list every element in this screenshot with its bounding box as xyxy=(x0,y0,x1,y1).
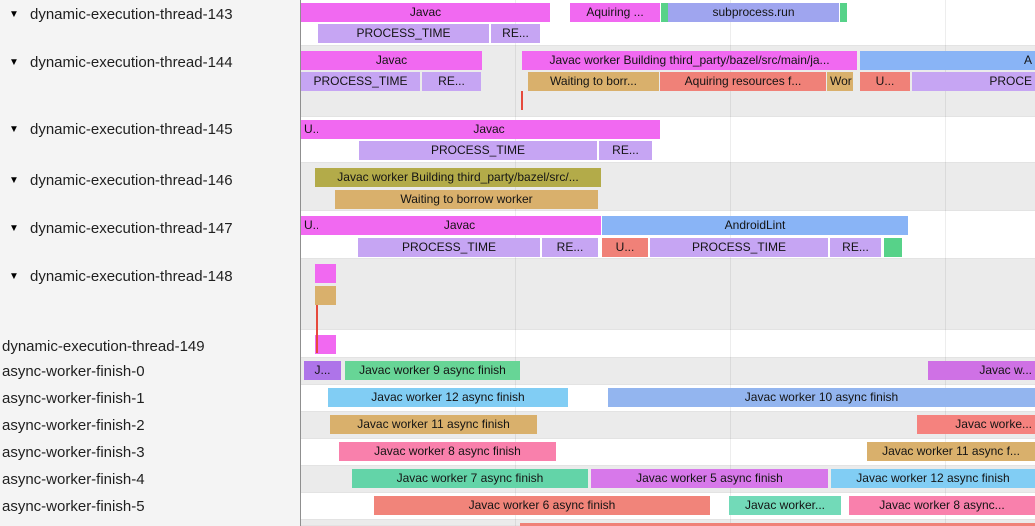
timeline-gridline xyxy=(515,0,516,526)
trace-slice[interactable]: U... xyxy=(301,216,318,235)
trace-slice[interactable]: RE... xyxy=(491,24,540,43)
track-header[interactable]: async-worker-finish-1 xyxy=(0,389,300,408)
trace-slice[interactable]: Javac worker 10 async finish xyxy=(608,388,1035,407)
track-label: dynamic-execution-thread-145 xyxy=(30,121,233,138)
trace-slice[interactable]: PROCESS_TIME xyxy=(358,238,540,257)
track-header[interactable]: async-worker-finish-3 xyxy=(0,443,300,462)
track-header[interactable]: ▼ dynamic-execution-thread-146 xyxy=(0,171,298,190)
track-background xyxy=(301,330,1035,358)
trace-slice[interactable] xyxy=(315,335,336,354)
track-label: dynamic-execution-thread-149 xyxy=(2,338,205,355)
track-label: async-worker-finish-4 xyxy=(2,471,145,488)
trace-slice[interactable]: subprocess.run xyxy=(668,3,839,22)
track-header[interactable]: async-worker-finish-0 xyxy=(0,362,300,381)
trace-slice[interactable]: PROCESS_TIME xyxy=(359,141,597,160)
trace-slice[interactable]: Javac worker 7 async finish xyxy=(352,469,588,488)
trace-slice[interactable] xyxy=(661,3,668,22)
track-label: async-worker-finish-2 xyxy=(2,417,145,434)
track-label: async-worker-finish-1 xyxy=(2,390,145,407)
trace-slice[interactable]: Waiting to borr... xyxy=(528,72,659,91)
track-header[interactable]: ▼ dynamic-execution-thread-144 xyxy=(0,53,298,72)
trace-slice[interactable]: Javac worker 11 async f... xyxy=(867,442,1035,461)
track-header[interactable]: async-worker-finish-2 xyxy=(0,416,300,435)
trace-slice[interactable]: Javac worker Building third_party/bazel/… xyxy=(315,168,601,187)
timeline-gridline xyxy=(945,0,946,526)
trace-slice[interactable]: Javac worker... xyxy=(729,496,841,515)
timeline[interactable]: Javac Aquiring ... subprocess.run PROCESS_T… xyxy=(301,0,1035,526)
trace-slice[interactable]: Aquiring ... xyxy=(570,3,660,22)
track-background xyxy=(301,259,1035,330)
trace-slice[interactable]: Javac worker Building third_party/bazel/… xyxy=(522,51,857,70)
track-header[interactable]: ▼ dynamic-execution-thread-145 xyxy=(0,120,298,139)
track-label: async-worker-finish-3 xyxy=(2,444,145,461)
collapse-arrow-icon[interactable]: ▼ xyxy=(9,57,19,68)
trace-slice[interactable]: PROCE xyxy=(912,72,1035,91)
collapse-arrow-icon[interactable]: ▼ xyxy=(9,223,19,234)
trace-slice[interactable]: Javac worke... xyxy=(917,415,1035,434)
trace-slice[interactable] xyxy=(840,3,847,22)
trace-slice[interactable]: Javac xyxy=(318,216,601,235)
track-header[interactable]: dynamic-execution-thread-149 xyxy=(0,337,300,356)
track-header[interactable]: ▼ dynamic-execution-thread-147 xyxy=(0,219,298,238)
collapse-arrow-icon[interactable]: ▼ xyxy=(9,175,19,186)
trace-slice[interactable]: PROCESS_TIME xyxy=(318,24,489,43)
track-label: dynamic-execution-thread-144 xyxy=(30,54,233,71)
trace-slice[interactable]: Javac xyxy=(318,120,660,139)
trace-slice[interactable]: J... xyxy=(304,361,341,380)
collapse-arrow-icon[interactable]: ▼ xyxy=(9,271,19,282)
instant-marker[interactable] xyxy=(316,305,318,353)
trace-slice[interactable]: Javac worker 6 async finish xyxy=(374,496,710,515)
trace-slice[interactable]: PROCESS_TIME xyxy=(650,238,828,257)
collapse-arrow-icon[interactable]: ▼ xyxy=(9,124,19,135)
trace-slice[interactable]: Javac xyxy=(301,51,482,70)
trace-slice[interactable]: U... xyxy=(301,120,318,139)
trace-slice[interactable]: RE... xyxy=(830,238,881,257)
trace-slice[interactable]: U... xyxy=(602,238,648,257)
track-label: dynamic-execution-thread-146 xyxy=(30,172,233,189)
track-label: async-worker-finish-5 xyxy=(2,498,145,515)
trace-slice[interactable] xyxy=(315,264,336,283)
trace-slice[interactable]: A xyxy=(860,51,1035,70)
trace-slice[interactable]: Javac w... xyxy=(928,361,1035,380)
trace-slice[interactable]: RE... xyxy=(422,72,481,91)
track-label: dynamic-execution-thread-147 xyxy=(30,220,233,237)
trace-slice[interactable]: Aquiring resources f... xyxy=(660,72,826,91)
trace-slice[interactable]: Javac worker 9 async finish xyxy=(345,361,520,380)
trace-slice[interactable]: Waiting to borrow worker xyxy=(335,190,598,209)
instant-marker[interactable] xyxy=(521,91,523,110)
track-header[interactable]: async-worker-finish-4 xyxy=(0,470,300,489)
collapse-arrow-icon[interactable]: ▼ xyxy=(9,9,19,20)
track-label: async-worker-finish-0 xyxy=(2,363,145,380)
trace-slice[interactable]: Javac xyxy=(301,3,550,22)
trace-slice[interactable]: AndroidLint xyxy=(602,216,908,235)
trace-slice[interactable]: Javac worker 12 async finish xyxy=(328,388,568,407)
trace-slice[interactable] xyxy=(315,286,336,305)
track-header[interactable]: ▼ dynamic-execution-thread-143 xyxy=(0,5,298,24)
trace-slice[interactable]: PROCESS_TIME xyxy=(301,72,420,91)
trace-slice[interactable]: Javac worker 11 async finish xyxy=(330,415,537,434)
trace-slice[interactable]: Javac worker 8 async finish xyxy=(339,442,556,461)
trace-slice[interactable] xyxy=(884,238,902,257)
track-header[interactable]: ▼ dynamic-execution-thread-148 xyxy=(0,267,298,286)
sidebar: ▼ dynamic-execution-thread-143 ▼ dynamic-ex… xyxy=(0,0,301,526)
trace-slice[interactable]: U... xyxy=(860,72,910,91)
timeline-gridline xyxy=(730,0,731,526)
trace-slice[interactable]: Wor xyxy=(827,72,853,91)
track-header[interactable]: async-worker-finish-5 xyxy=(0,497,300,516)
track-label: dynamic-execution-thread-143 xyxy=(30,6,233,23)
trace-slice[interactable]: Javac worker 12 async finish xyxy=(831,469,1035,488)
trace-slice[interactable] xyxy=(520,523,1035,526)
trace-slice[interactable]: RE... xyxy=(599,141,652,160)
trace-slice[interactable]: Javac worker 8 async... xyxy=(849,496,1035,515)
trace-slice[interactable]: RE... xyxy=(542,238,598,257)
trace-slice[interactable]: Javac worker 5 async finish xyxy=(591,469,828,488)
track-label: dynamic-execution-thread-148 xyxy=(30,268,233,285)
